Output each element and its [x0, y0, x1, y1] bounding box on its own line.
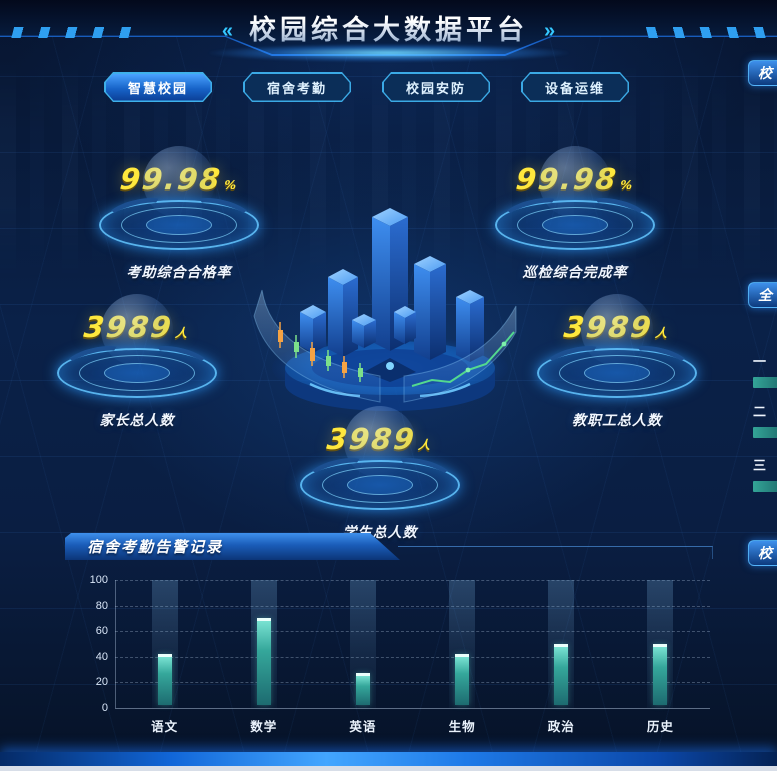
x-category-label: 生物 — [448, 720, 476, 734]
y-gridline — [115, 631, 710, 633]
stat-label: 巡检综合完成率 — [522, 264, 628, 280]
right-panel-tab-mid[interactable]: 全 — [748, 282, 777, 308]
tab-label: 设备运维 — [523, 74, 628, 101]
y-axis-line — [115, 580, 116, 708]
left-chevrons-icon: « — [221, 20, 233, 42]
chart-panel-header: 宿舍考勤告警记录 — [65, 533, 400, 560]
right-rank-item-1: 一 — [753, 355, 777, 388]
rank-progress-bar — [753, 481, 777, 492]
chart-bar — [455, 654, 470, 705]
tab-label: 校园安防 — [384, 74, 489, 101]
chart-panel-title: 宿舍考勤告警记录 — [87, 539, 224, 556]
chart-bar — [355, 673, 370, 705]
x-axis-line — [115, 708, 710, 709]
platform-ring — [493, 146, 657, 260]
tab-campus-security[interactable]: 校园安防 — [382, 72, 490, 102]
y-tick-label: 100 — [89, 574, 108, 586]
stat-attendance-pass-rate: 99.98% 考助综合合格率 — [97, 146, 261, 282]
bottom-frame-glow — [0, 752, 777, 766]
rank-progress-bar — [753, 377, 777, 388]
tab-dorm-attendance[interactable]: 宿舍考勤 — [243, 72, 351, 102]
y-tick-label: 20 — [95, 676, 108, 689]
page-title-text: 校园综合大数据平台 — [249, 15, 528, 45]
tab-label: 智慧校园 — [106, 74, 211, 101]
page-title: « 校园综合大数据平台 » — [0, 8, 777, 47]
stat-inspection-completion-rate: 99.98% 巡检综合完成率 — [493, 146, 657, 282]
stat-total-students: 3989人 学生总人数 — [298, 406, 462, 542]
right-rank-item-2: 二 — [753, 405, 777, 438]
chart-panel-border — [398, 546, 713, 559]
bar-chart: 0 20 40 60 80 100 语文 数学 英语 生物 政治 历史 — [70, 570, 720, 734]
stat-total-staff: 3989人 教职工总人数 — [535, 294, 699, 430]
stat-label: 考助综合合格率 — [126, 264, 232, 280]
x-category-label: 语文 — [151, 720, 179, 734]
chart-bar — [653, 644, 668, 705]
y-tick-label: 0 — [101, 702, 108, 714]
x-category-label: 数学 — [250, 720, 278, 734]
platform-ring — [97, 146, 261, 260]
bottom-frame-strip — [0, 766, 777, 771]
y-tick-label: 60 — [95, 625, 108, 638]
stat-label: 家长总人数 — [99, 412, 175, 428]
stat-total-parents: 3989人 家长总人数 — [55, 294, 219, 430]
right-rank-item-3: 三 — [753, 459, 777, 492]
center-3d-visual — [252, 172, 528, 412]
header-left-dashes-decoration — [8, 27, 133, 38]
x-category-label: 英语 — [349, 720, 377, 734]
stat-label: 教职工总人数 — [572, 412, 662, 428]
y-gridline — [115, 682, 710, 684]
y-gridline — [115, 656, 710, 658]
tab-smart-campus[interactable]: 智慧校园 — [104, 72, 212, 102]
y-gridline — [115, 605, 710, 607]
platform-ring — [298, 406, 462, 520]
y-gridline — [115, 580, 710, 581]
chart-bar — [554, 644, 569, 705]
tab-device-ops[interactable]: 设备运维 — [521, 72, 629, 102]
right-panel-tab-bottom[interactable]: 校 — [748, 540, 777, 566]
header: « 校园综合大数据平台 » — [0, 0, 777, 62]
platform-ring — [535, 294, 699, 408]
x-category-label: 历史 — [646, 720, 674, 734]
x-category-label: 政治 — [547, 720, 575, 734]
y-tick-label: 40 — [95, 650, 108, 663]
chart-bar — [256, 618, 271, 705]
tab-bar: 智慧校园 宿舍考勤 校园安防 设备运维 — [0, 72, 777, 102]
tab-label: 宿舍考勤 — [245, 74, 350, 101]
header-glow-decoration — [208, 44, 569, 62]
rank-progress-bar — [753, 427, 777, 438]
right-chevrons-icon: » — [544, 20, 556, 42]
y-tick-label: 80 — [95, 599, 108, 612]
right-panel-tab-top[interactable]: 校 — [748, 60, 777, 86]
chart-bar — [157, 654, 172, 705]
platform-ring — [55, 294, 219, 408]
